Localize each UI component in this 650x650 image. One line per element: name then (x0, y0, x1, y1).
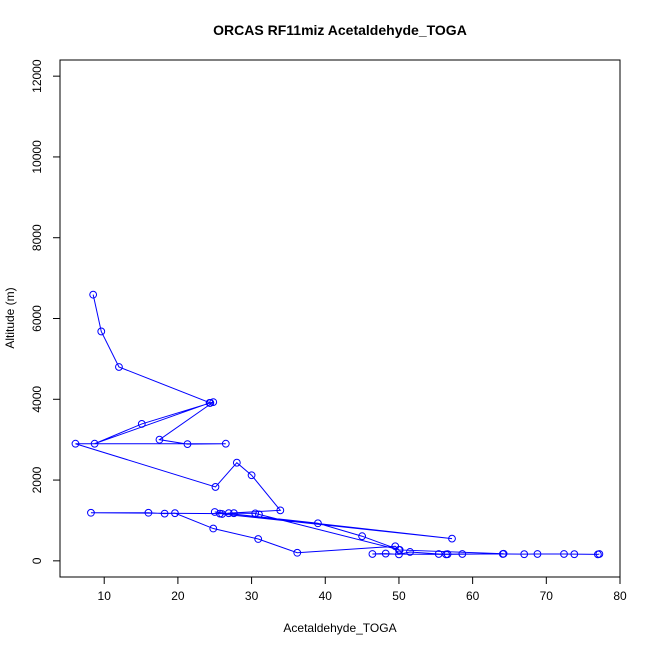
y-tick-label: 10000 (30, 140, 44, 174)
x-tick-label: 60 (466, 589, 480, 603)
data-point (144, 508, 153, 517)
x-tick-label: 80 (613, 589, 627, 603)
data-point (209, 524, 218, 533)
data-point (406, 548, 414, 556)
y-tick-label: 2000 (30, 466, 44, 493)
data-point (71, 439, 80, 448)
data-point (87, 508, 95, 517)
data-point (570, 550, 579, 559)
data-point (251, 509, 260, 518)
data-point (533, 550, 542, 558)
x-tick-label: 50 (392, 589, 406, 603)
data-point (458, 550, 467, 558)
data-point (160, 509, 169, 518)
x-tick-label: 40 (319, 589, 333, 603)
y-tick-label: 8000 (30, 224, 44, 251)
data-point (395, 546, 404, 554)
data-point (211, 483, 220, 491)
data-point (593, 550, 602, 559)
data-point (434, 550, 443, 558)
data-point (358, 532, 367, 541)
x-axis: 10 20 30 40 50 60 70 80 (98, 577, 627, 603)
x-tick-label: 30 (245, 589, 259, 603)
x-tick-label: 70 (540, 589, 554, 603)
data-point (293, 548, 302, 557)
data-point (209, 398, 218, 407)
data-point (155, 435, 164, 444)
data-point (115, 363, 123, 371)
data-point (224, 509, 233, 518)
plot-frame (59, 59, 621, 578)
data-point (381, 549, 390, 558)
y-tick-label: 12000 (30, 59, 44, 93)
data-point (499, 549, 508, 558)
x-tick-label: 10 (98, 589, 112, 603)
y-tick-label: 4000 (30, 386, 44, 413)
data-point (255, 510, 263, 519)
data-point (171, 509, 179, 518)
data-point (89, 290, 98, 299)
plot-area (71, 290, 604, 559)
data-point (210, 508, 219, 516)
data-point (368, 550, 377, 558)
data-point (560, 550, 568, 558)
series-line (75, 294, 600, 555)
data-point (442, 550, 451, 559)
data-point (229, 509, 238, 518)
data-point (247, 471, 256, 480)
y-axis: 0 2000 4000 6000 8000 10000 12000 (30, 59, 60, 564)
data-point (395, 550, 403, 559)
data-point (90, 439, 99, 448)
y-tick-label: 6000 (30, 305, 44, 332)
x-tick-label: 20 (171, 589, 185, 603)
data-point (97, 327, 106, 336)
data-point (313, 519, 322, 528)
data-point (206, 399, 215, 407)
chart-title: ORCAS RF11miz Acetaldehyde_TOGA (213, 22, 467, 38)
data-point (276, 506, 285, 515)
y-tick-label: 0 (30, 557, 44, 564)
data-point (183, 440, 192, 449)
data-point (137, 420, 146, 428)
x-axis-label: Acetaldehyde_TOGA (283, 621, 396, 635)
data-point (232, 458, 241, 467)
data-point (221, 439, 230, 448)
data-point (448, 534, 456, 543)
data-point (520, 550, 529, 559)
y-axis-label: Altitude (m) (3, 287, 17, 348)
data-point (254, 535, 263, 543)
